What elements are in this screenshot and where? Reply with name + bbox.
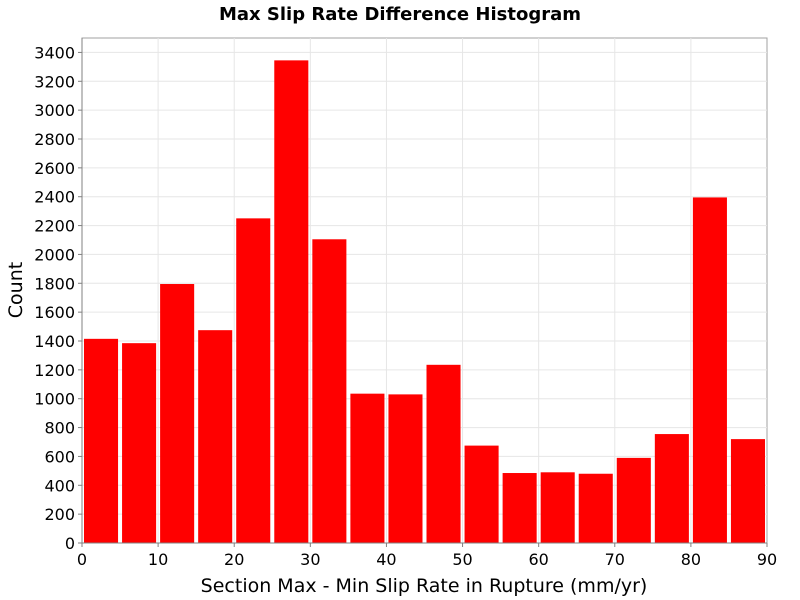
histogram-bar-8	[388, 394, 423, 543]
histogram-bar-16	[692, 197, 727, 543]
grid-lines	[82, 38, 767, 543]
y-tick-label-4: 800	[44, 419, 75, 438]
y-tick-label-10: 2000	[34, 245, 75, 264]
y-tick-label-13: 2600	[34, 159, 75, 178]
y-tick-label-0: 0	[65, 534, 75, 553]
y-tick-label-5: 1000	[34, 390, 75, 409]
plot-area	[81, 37, 768, 544]
y-tick-label-2: 400	[44, 476, 75, 495]
x-tick-label-3: 30	[300, 550, 320, 569]
y-tick-label-15: 3000	[34, 101, 75, 120]
y-axis-label: Count	[5, 262, 27, 318]
histogram-bar-4	[236, 218, 271, 543]
y-tick-label-9: 1800	[34, 274, 75, 293]
histogram-bar-17	[730, 439, 765, 543]
x-axis-label: Section Max - Min Slip Rate in Rupture (…	[201, 575, 648, 597]
y-tick-label-1: 200	[44, 505, 75, 524]
y-tick-label-3: 600	[44, 447, 75, 466]
histogram-bar-0	[84, 338, 119, 543]
histogram-bar-6	[312, 239, 347, 543]
y-tick-label-14: 2800	[34, 130, 75, 149]
x-tick-label-5: 50	[452, 550, 472, 569]
x-tick-label-7: 70	[605, 550, 625, 569]
histogram-bar-13	[578, 473, 613, 543]
histogram-bar-10	[464, 445, 499, 543]
x-tick-label-9: 90	[757, 550, 777, 569]
y-axis-ticks: 0 200 400 600 800 1000 1200 1400 1600 1800 2000 220…	[34, 43, 82, 553]
x-tick-label-0: 0	[77, 550, 87, 569]
x-tick-label-2: 20	[224, 550, 244, 569]
chart-title: Max Slip Rate Difference Histogram	[219, 4, 581, 25]
histogram-bar-15	[654, 434, 689, 543]
x-tick-label-6: 60	[528, 550, 548, 569]
x-tick-label-4: 40	[376, 550, 396, 569]
x-tick-label-1: 10	[148, 550, 168, 569]
histogram-bar-7	[350, 393, 385, 543]
x-axis-ticks: 0 10 20 30 40 50 60 70 80 90	[77, 543, 777, 569]
histogram-bar-1	[122, 343, 157, 543]
y-tick-label-6: 1200	[34, 361, 75, 380]
y-tick-label-11: 2200	[34, 217, 75, 236]
histogram-bar-5	[274, 60, 309, 543]
histogram-bar-11	[502, 473, 537, 543]
y-tick-label-8: 1600	[34, 303, 75, 322]
bars	[84, 60, 765, 543]
histogram-bar-9	[426, 364, 461, 543]
y-tick-label-17: 3400	[34, 43, 75, 62]
histogram-bar-14	[616, 457, 651, 543]
y-tick-label-12: 2400	[34, 188, 75, 207]
x-tick-label-8: 80	[681, 550, 701, 569]
histogram-bar-3	[198, 330, 233, 543]
y-tick-label-7: 1400	[34, 332, 75, 351]
y-tick-label-16: 3200	[34, 72, 75, 91]
histogram-bar-2	[160, 284, 195, 543]
histogram-bar-12	[540, 472, 575, 543]
